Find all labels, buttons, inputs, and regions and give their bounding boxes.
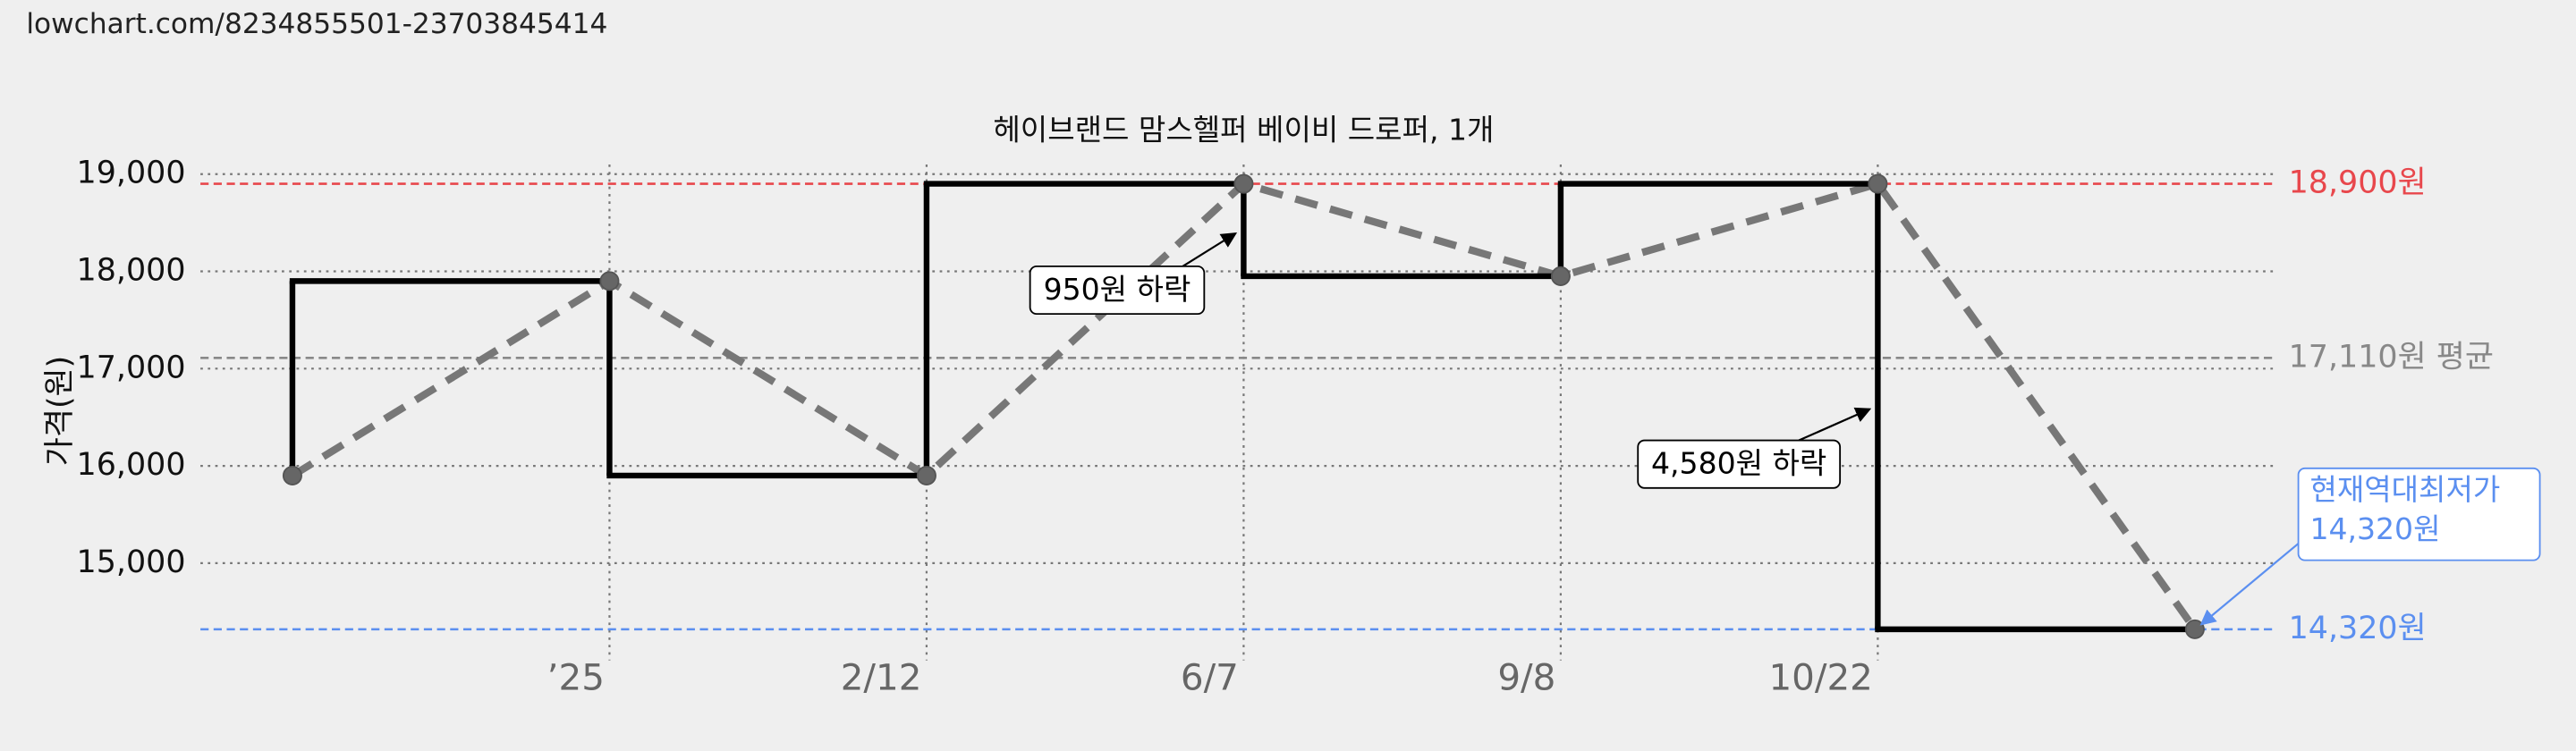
point (916, 465, 936, 485)
chart-title: 헤이브랜드 맘스헬퍼 베이비 드로퍼, 1개 (993, 113, 1494, 148)
x-tick-label: 9/8 (1497, 656, 1555, 699)
annotation-arrow (1798, 407, 1872, 442)
reference-label: 17,110원 평균 (2289, 339, 2494, 375)
point (1550, 266, 1571, 286)
y-axis-label: 가격(원) (42, 356, 78, 466)
url: lowchart.com/8234855501-23703845414 (26, 8, 607, 40)
y-tick-label: 15,000 (77, 544, 186, 580)
y-tick-label: 17,000 (77, 350, 186, 385)
point (2184, 619, 2205, 639)
reference-label: 14,320원 (2289, 611, 2427, 646)
annotation-text: 950원 하락 (1044, 272, 1191, 307)
callout-text: 14,320원 (2309, 511, 2440, 546)
reference-label: 18,900원 (2289, 165, 2427, 201)
callout-text: 현재역대최저가 (2309, 472, 2500, 507)
y-tick-label: 19,000 (77, 156, 186, 191)
callout-arrow (2199, 541, 2301, 626)
callout-box (2297, 467, 2541, 561)
annotation-box (1637, 439, 1842, 489)
point (599, 271, 620, 291)
y-tick-label: 18,000 (77, 253, 186, 289)
x-tick-label: 2/12 (841, 656, 922, 699)
annotation-box (1029, 265, 1206, 316)
annotation-text: 4,580원 하락 (1651, 446, 1826, 481)
point (282, 465, 302, 485)
x-tick-label: ’25 (547, 656, 605, 699)
x-tick-label: 6/7 (1181, 656, 1239, 699)
annotation-arrow (1182, 232, 1238, 267)
y-tick-label: 16,000 (77, 447, 186, 483)
point (1868, 173, 1888, 194)
x-tick-label: 10/22 (1768, 656, 1872, 699)
point (1233, 173, 1254, 194)
